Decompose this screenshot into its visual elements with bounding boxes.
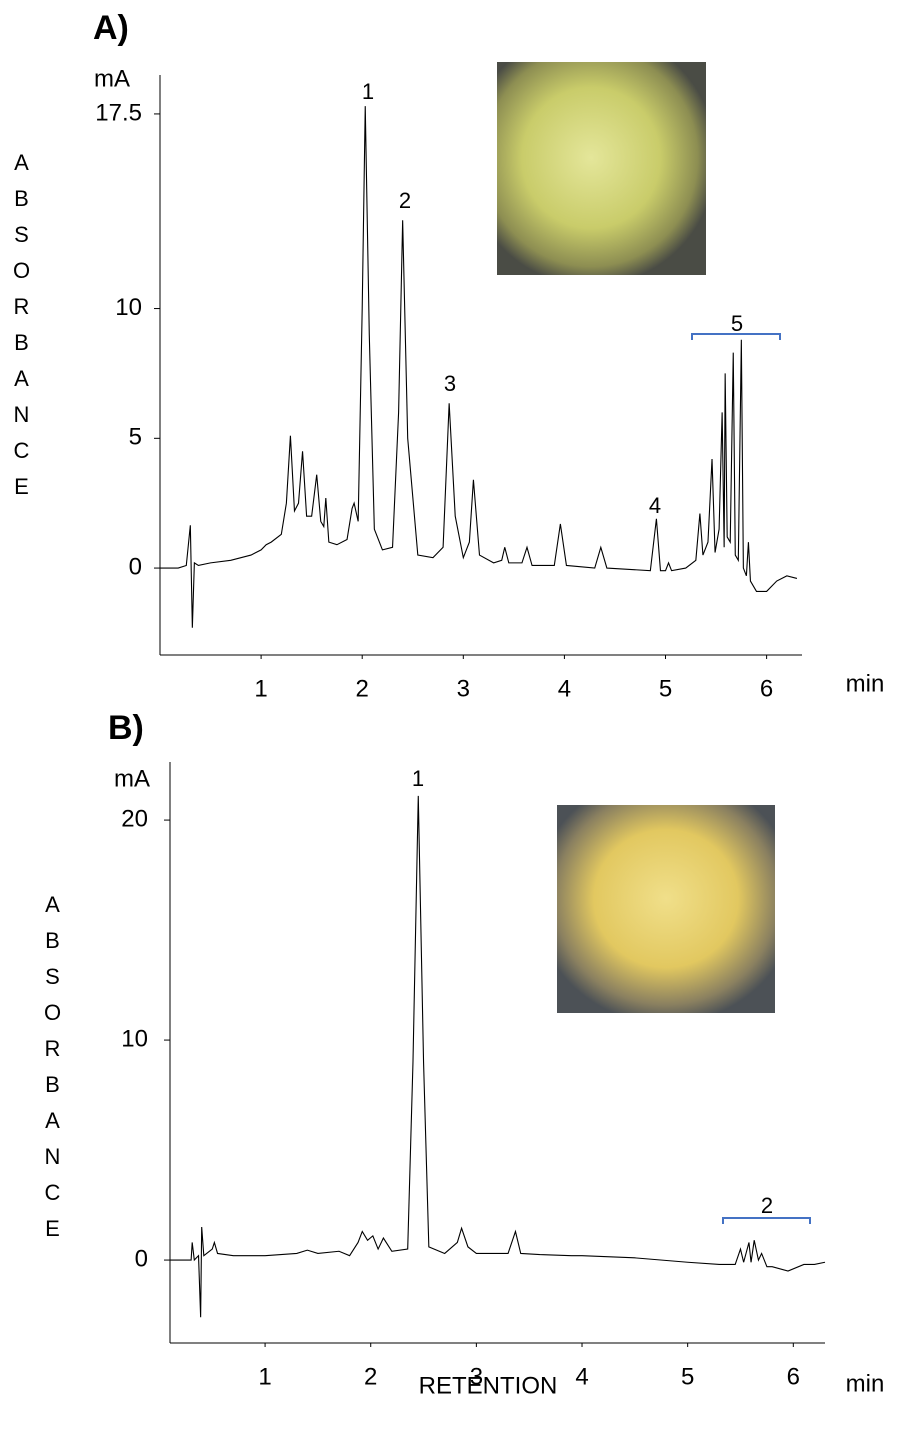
x-title: RETENTION xyxy=(419,1372,558,1399)
x-tick-label: 2 xyxy=(356,675,369,702)
x-unit: min xyxy=(846,670,885,697)
peak-label: 2 xyxy=(399,188,411,213)
trace xyxy=(160,106,798,628)
x-tick-label: 1 xyxy=(258,1363,271,1390)
y-title: ABSORBANCE xyxy=(9,150,34,510)
photo-inset xyxy=(497,62,706,275)
x-tick-label: 4 xyxy=(575,1363,588,1390)
x-tick-label: 2 xyxy=(364,1363,377,1390)
peak-label: 3 xyxy=(444,371,456,396)
x-tick-label: 1 xyxy=(254,675,267,702)
peak-label: 5 xyxy=(731,311,743,336)
peak-label: 1 xyxy=(362,79,374,104)
panel-title: B) xyxy=(108,709,144,747)
y-tick-label: 0 xyxy=(129,553,142,580)
y-tick-label: 17.5 xyxy=(95,99,142,126)
bracket xyxy=(722,1217,811,1224)
x-tick-label: 6 xyxy=(787,1363,800,1390)
x-tick-label: 6 xyxy=(760,675,773,702)
photo-inset xyxy=(557,805,775,1013)
trace xyxy=(170,795,826,1318)
y-unit: mA xyxy=(114,765,150,792)
x-unit: min xyxy=(846,1370,885,1397)
panel-title: A) xyxy=(93,9,129,47)
y-tick-label: 5 xyxy=(129,424,142,451)
y-tick-label: 0 xyxy=(135,1245,148,1272)
x-tick-label: 5 xyxy=(681,1363,694,1390)
peak-label: 2 xyxy=(761,1193,773,1218)
peak-label: 1 xyxy=(412,766,424,791)
y-tick-label: 20 xyxy=(121,805,148,832)
y-tick-label: 10 xyxy=(115,294,142,321)
x-tick-label: 3 xyxy=(470,1363,483,1390)
x-tick-label: 3 xyxy=(457,675,470,702)
y-tick-label: 10 xyxy=(121,1025,148,1052)
y-unit: mA xyxy=(94,65,130,92)
x-tick-label: 5 xyxy=(659,675,672,702)
y-title: ABSORBANCE xyxy=(40,892,65,1252)
x-tick-label: 4 xyxy=(558,675,571,702)
peak-label: 4 xyxy=(649,493,661,518)
bracket xyxy=(691,333,781,340)
